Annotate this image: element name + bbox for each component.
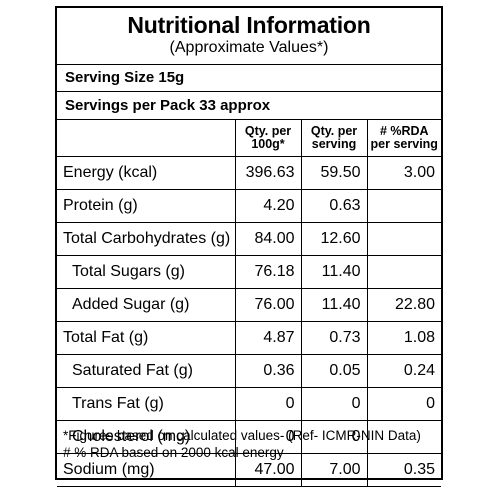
value-per-serving: 7.00 [300, 453, 367, 487]
value-per-100g: 0 [234, 420, 301, 454]
nutrient-name: Total Carbohydrates (g) [57, 222, 235, 256]
value-per-serving: 0.05 [300, 354, 367, 388]
nutrient-name: Sodium (mg) [57, 453, 235, 487]
value-rda [366, 189, 441, 223]
footnote-calculated-values: *Figures based on calculated values- (Re… [63, 428, 421, 443]
nutrient-name: Added Sugar (g) [57, 288, 235, 322]
value-per-100g: 4.87 [234, 321, 301, 355]
value-rda: 3.00 [366, 156, 441, 190]
nutrient-name: Total Fat (g) [57, 321, 235, 355]
value-per-100g: 396.63 [234, 156, 301, 190]
header-per-100g: Qty. per 100g* [234, 120, 301, 157]
value-per-100g: 76.18 [234, 255, 301, 289]
header-per-100g-line2: 100g* [251, 137, 285, 151]
nutrient-name: Cholesterol (mg) [57, 420, 235, 454]
nutrient-name: Trans Fat (g) [57, 387, 235, 421]
value-per-serving: 59.50 [300, 156, 367, 190]
value-per-100g: 4.20 [234, 189, 301, 223]
nutrient-name: Energy (kcal) [57, 156, 235, 190]
panel-subtitle: (Approximate Values*) [169, 39, 329, 56]
panel-title: Nutritional Information [127, 12, 371, 38]
value-per-serving: 0 [300, 387, 367, 421]
table-row: Saturated Fat (g) 0.36 0.05 0.24 [57, 354, 441, 388]
nutrient-name: Saturated Fat (g) [57, 354, 235, 388]
value-rda: 0 [366, 387, 441, 421]
header-nutrient-blank [57, 120, 235, 157]
footnote-rda-basis: # % RDA based on 2000 kcal energy [63, 445, 284, 460]
header-rda-line1: # %RDA [379, 124, 429, 138]
value-per-serving: 0.63 [300, 189, 367, 223]
table-header-row: Qty. per 100g* Qty. per serving # %RDA p… [57, 120, 441, 157]
table-row: Trans Fat (g) 0 0 0 [57, 387, 441, 421]
header-rda-line2: per serving [370, 137, 438, 151]
value-per-serving: 11.40 [300, 255, 367, 289]
value-rda: 1.08 [366, 321, 441, 355]
value-per-serving: 11.40 [300, 288, 367, 322]
table-row: Sodium (mg) 47.00 7.00 0.35 [57, 453, 441, 487]
value-per-100g: 84.00 [234, 222, 301, 256]
table-row: Cholesterol (mg) 0 0 [57, 420, 441, 454]
value-per-serving: 12.60 [300, 222, 367, 256]
value-per-100g: 0.36 [234, 354, 301, 388]
serving-size-row: Serving Size 15g [57, 64, 441, 92]
value-rda [366, 222, 441, 256]
servings-per-pack-row: Servings per Pack 33 approx [57, 92, 441, 120]
value-rda [366, 420, 441, 454]
header-per-serving-line2: serving [311, 137, 357, 151]
table-row: Total Fat (g) 4.87 0.73 1.08 [57, 321, 441, 355]
header-per-serving-line1: Qty. per [310, 124, 358, 138]
table-row: Protein (g) 4.20 0.63 [57, 189, 441, 223]
servings-per-pack-label: Servings per Pack 33 approx [65, 97, 271, 114]
table-row: Energy (kcal) 396.63 59.50 3.00 [57, 156, 441, 190]
value-rda [366, 255, 441, 289]
table-row: Total Sugars (g) 76.18 11.40 [57, 255, 441, 289]
value-per-serving: 0.73 [300, 321, 367, 355]
value-rda: 22.80 [366, 288, 441, 322]
value-per-100g: 47.00 [234, 453, 301, 487]
header-per-100g-line1: Qty. per [244, 124, 292, 138]
header-rda: # %RDA per serving [366, 120, 441, 157]
table-row: Total Carbohydrates (g) 84.00 12.60 [57, 222, 441, 256]
value-per-serving: 0 [300, 420, 367, 454]
nutrient-name: Protein (g) [57, 189, 235, 223]
panel-header: Nutritional Information (Approximate Val… [57, 8, 441, 65]
value-per-100g: 0 [234, 387, 301, 421]
footnotes: *Figures based on calculated values- (Re… [63, 427, 421, 461]
nutrition-table: Qty. per 100g* Qty. per serving # %RDA p… [57, 120, 441, 487]
nutrient-name: Total Sugars (g) [57, 255, 235, 289]
value-per-100g: 76.00 [234, 288, 301, 322]
serving-size-label: Serving Size 15g [65, 69, 185, 86]
header-per-serving: Qty. per serving [300, 120, 367, 157]
nutrition-panel: Nutritional Information (Approximate Val… [55, 6, 443, 487]
table-row: Added Sugar (g) 76.00 11.40 22.80 [57, 288, 441, 322]
value-rda: 0.24 [366, 354, 441, 388]
value-rda: 0.35 [366, 453, 441, 487]
